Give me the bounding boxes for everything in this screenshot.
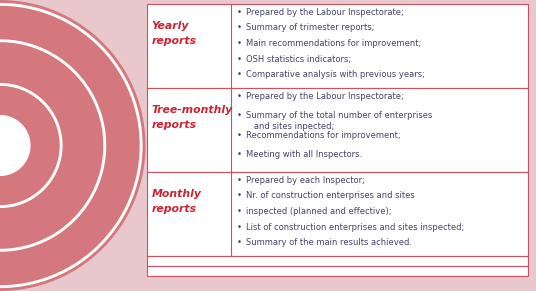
Text: Nr. of construction enterprises and sites: Nr. of construction enterprises and site…: [246, 191, 415, 200]
Text: •: •: [236, 131, 242, 140]
Text: Main recommendations for improvement;: Main recommendations for improvement;: [246, 39, 421, 48]
Bar: [147, 88, 528, 172]
Text: •: •: [236, 55, 242, 64]
Polygon shape: [0, 6, 140, 285]
Text: Prepared by each Inspector;: Prepared by each Inspector;: [246, 176, 365, 185]
Text: Summary of trimester reports;: Summary of trimester reports;: [246, 24, 375, 33]
Bar: [147, 172, 528, 256]
Text: •: •: [236, 223, 242, 232]
Text: Meeting with all Inspectors.: Meeting with all Inspectors.: [246, 150, 362, 159]
Bar: [147, 266, 528, 276]
Polygon shape: [0, 3, 143, 288]
Text: •: •: [236, 150, 242, 159]
Text: Monthly
reports: Monthly reports: [152, 189, 202, 214]
Text: •: •: [236, 191, 242, 200]
Text: List of construction enterprises and sites inspected;: List of construction enterprises and sit…: [246, 223, 464, 232]
Text: Prepared by the Labour Inspectorate;: Prepared by the Labour Inspectorate;: [246, 92, 404, 101]
Bar: [147, 4, 528, 88]
Text: •: •: [236, 238, 242, 247]
Text: Comparative analysis with previous years;: Comparative analysis with previous years…: [246, 70, 425, 79]
Text: •: •: [236, 92, 242, 101]
Polygon shape: [0, 0, 145, 291]
Text: OSH statistics indicators;: OSH statistics indicators;: [246, 55, 351, 64]
Text: Recommendations for improvement;: Recommendations for improvement;: [246, 131, 401, 140]
Text: •: •: [236, 70, 242, 79]
Polygon shape: [0, 39, 106, 252]
Text: Tree-monthly
reports: Tree-monthly reports: [152, 105, 233, 130]
Polygon shape: [0, 115, 31, 176]
Text: •: •: [236, 8, 242, 17]
Text: •: •: [236, 24, 242, 33]
Bar: [147, 256, 528, 266]
Text: •: •: [236, 111, 242, 120]
Polygon shape: [0, 86, 59, 205]
Text: •: •: [236, 207, 242, 216]
Text: Prepared by the Labour Inspectorate;: Prepared by the Labour Inspectorate;: [246, 8, 404, 17]
Text: inspected (planned and effective);: inspected (planned and effective);: [246, 207, 392, 216]
Text: •: •: [236, 39, 242, 48]
Text: Summary of the main results achieved.: Summary of the main results achieved.: [246, 238, 412, 247]
Text: Yearly
reports: Yearly reports: [152, 21, 197, 46]
Polygon shape: [0, 42, 103, 249]
Polygon shape: [0, 83, 63, 208]
Text: •: •: [236, 176, 242, 185]
Text: Summary of the total number of enterprises
   and sites inpected;: Summary of the total number of enterpris…: [246, 111, 433, 131]
